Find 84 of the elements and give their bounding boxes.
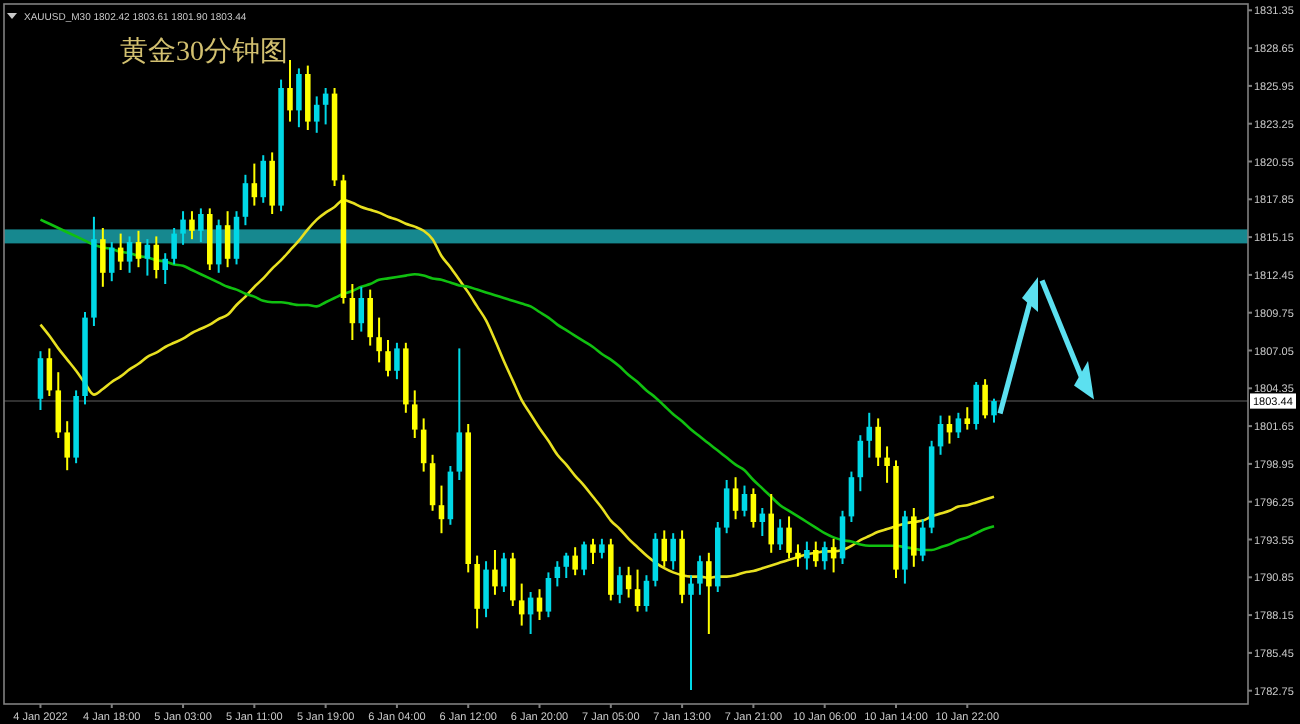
candlestick [616,565,623,605]
candlestick [349,283,356,341]
candlestick [911,507,917,568]
candlestick [652,532,659,588]
candlestick [269,151,275,215]
candlestick [438,484,445,535]
candlestick [982,378,988,420]
candlestick [741,484,748,518]
candlestick [46,347,53,397]
candlestick [857,434,864,493]
candlestick [117,232,124,271]
candlestick [875,417,881,467]
candlestick [189,210,195,241]
candlestick [625,565,632,599]
candlestick [518,582,525,627]
candlestick [706,551,712,635]
candlestick [973,381,979,431]
candlestick [358,285,365,333]
candlestick [848,470,855,523]
candlestick [260,154,267,204]
candlestick [180,210,186,246]
candlestick [732,476,739,521]
candlestick [394,341,400,381]
candlestick [313,95,320,134]
candlestick [839,509,846,565]
candlestick [429,453,436,512]
candlestick [581,540,587,577]
candlestick [866,411,873,459]
candlestick [251,162,258,207]
candlestick [919,518,926,563]
candlestick [599,537,605,560]
candlestick [777,518,783,551]
candlestick [688,574,694,691]
candlestick [563,551,570,579]
candlestick [162,252,168,285]
candlestick [108,241,115,283]
candlestick [37,350,44,411]
candlestick [786,515,792,560]
candlestick [697,554,703,596]
candlestick [804,540,810,571]
candlestick [385,339,391,378]
candlestick [126,235,133,274]
candlestick [483,560,489,619]
candlestick [198,207,204,243]
candlestick [991,397,997,424]
candlestick [376,316,382,364]
candlestick [215,218,222,274]
candlestick [884,445,890,484]
candlestick [296,67,302,129]
candlestick [590,537,596,565]
candlestick [64,420,70,472]
candlestick [305,64,311,131]
candlestick [171,227,177,266]
candlestick [411,389,418,439]
candlestick [634,568,641,613]
candlestick [501,551,507,593]
candlestick [242,173,249,227]
candlestick [233,210,240,266]
candlestick [224,210,231,269]
candlestick [153,235,160,280]
candlestick [545,571,552,619]
candlestick [474,554,480,630]
candlestick [750,487,757,529]
candlestick [492,549,498,596]
candlestick [813,540,819,568]
candlestick [572,546,578,577]
candlestick [144,238,151,277]
candlestick [510,551,516,607]
candlestick [723,479,730,535]
candlestick [795,543,801,568]
candlestick [955,411,962,439]
text: 黄金30分钟图 [120,36,288,68]
candlestick [55,371,62,439]
candlestick [287,59,293,123]
candlestick [100,227,106,288]
candlestick [768,493,774,554]
candlestick [670,532,676,571]
candlestick [643,574,650,613]
candlestick [536,588,543,621]
candlestick [456,347,463,481]
candlestick [367,288,373,347]
candlestick [964,406,971,431]
candlestick [135,229,142,269]
candlestick [821,540,828,571]
